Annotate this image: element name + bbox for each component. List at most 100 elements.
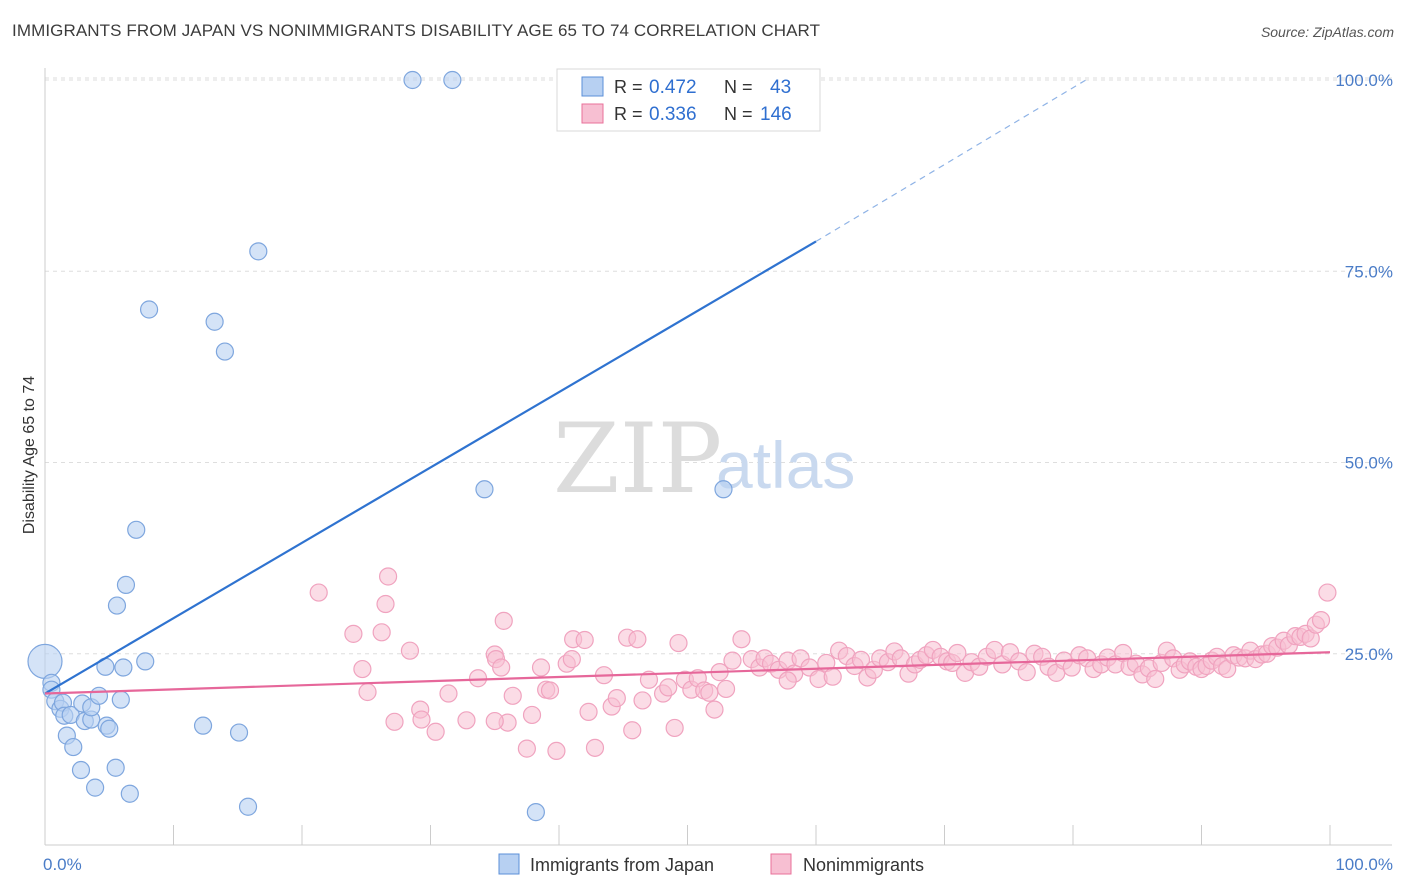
y-axis-title: Disability Age 65 to 74 (21, 376, 38, 534)
japan-point (238, 797, 258, 816)
nonimmigrants-point (1146, 669, 1165, 689)
nonimmigrants-point (585, 738, 605, 757)
bottom-legend-label-nonimmigrants: Nonimmigrants (803, 855, 924, 875)
nonimmigrants-point (823, 667, 842, 686)
japan-points (27, 70, 733, 822)
chart-title: IMMIGRANTS FROM JAPAN VS NONIMMIGRANTS D… (12, 21, 821, 40)
nonimmigrants-point (575, 630, 594, 650)
nonimmigrants-point (723, 651, 742, 670)
bottom-legend-label-japan: Immigrants from Japan (530, 855, 714, 875)
axes (44, 68, 1392, 846)
legend-swatch-nonimmigrants (581, 103, 604, 124)
bottom-legend-swatch-nonimmigrants (770, 853, 792, 875)
nonimmigrants-point (705, 700, 724, 719)
series-legend: Immigrants from Japan Nonimmigrants (498, 853, 924, 875)
legend-r-value: 0.472 (649, 77, 697, 98)
japan-point (64, 737, 83, 757)
nonimmigrants-point (426, 722, 445, 741)
japan-trend-extension (815, 79, 1087, 242)
japan-point (403, 70, 422, 90)
japan-point (86, 778, 105, 797)
y-tick-label: 50.0% (1345, 454, 1393, 473)
legend-r-value: 0.336 (649, 104, 697, 125)
correlation-legend: R = 0.472 N = 43 R = 0.336 N = 146 (556, 68, 821, 132)
nonimmigrants-point (778, 671, 797, 690)
y-tick-label: 75.0% (1345, 262, 1393, 281)
legend-n-label: N = (724, 77, 753, 97)
legend-n-value: 43 (770, 77, 791, 98)
nonimmigrants-point (1318, 583, 1337, 602)
watermark: ZIP atlas (553, 403, 855, 515)
japan-point (107, 596, 127, 615)
legend-n-value: 146 (760, 104, 792, 125)
x-tick-label: 100.0% (1335, 855, 1393, 874)
nonimmigrants-point (385, 712, 404, 731)
nonimmigrants-point (607, 689, 626, 708)
japan-point (136, 652, 155, 671)
nonimmigrants-point (378, 567, 398, 586)
legend-swatch-japan (581, 76, 604, 97)
nonimmigrants-point (372, 623, 391, 642)
japan-point (475, 480, 494, 499)
japan-point (127, 520, 146, 539)
nonimmigrants-point (439, 684, 458, 703)
japan-point (111, 690, 130, 709)
nonimmigrants-point (623, 721, 642, 740)
source-label: Source: ZipAtlas.com (1260, 24, 1394, 40)
y-tick-label: 100.0% (1335, 71, 1393, 90)
legend-r-label: R = (614, 104, 643, 124)
japan-point (193, 716, 213, 735)
nonimmigrants-point (358, 682, 377, 702)
nonimmigrants-point (948, 643, 967, 663)
nonimmigrants-point (309, 583, 328, 602)
nonimmigrants-point (579, 702, 598, 721)
nonimmigrants-point (1311, 610, 1331, 630)
japan-point (249, 242, 268, 261)
nonimmigrants-point (732, 630, 751, 649)
nonimmigrants-point (412, 710, 431, 729)
nonimmigrants-point (562, 650, 581, 669)
japan-point (526, 803, 545, 822)
nonimmigrants-point (376, 594, 395, 614)
watermark-zip: ZIP (553, 403, 722, 515)
japan-point (116, 575, 136, 595)
japan-point (120, 784, 139, 803)
japan-point (114, 658, 133, 677)
trend-lines (44, 79, 1331, 695)
japan-point (714, 480, 733, 499)
japan-point (106, 758, 125, 777)
japan-point (215, 342, 234, 361)
nonimmigrants-trend-line (44, 651, 1331, 695)
nonimmigrants-point (522, 705, 542, 725)
nonimmigrants-point (485, 711, 504, 731)
nonimmigrants-point (716, 679, 736, 699)
nonimmigrants-point (1017, 663, 1036, 682)
nonimmigrants-point (468, 669, 488, 688)
nonimmigrants-point (353, 659, 372, 679)
nonimmigrants-point (639, 670, 659, 689)
nonimmigrants-point (503, 686, 522, 705)
japan-point (27, 643, 63, 680)
y-tick-label: 25.0% (1345, 645, 1393, 664)
japan-point (71, 760, 91, 780)
japan-point (443, 70, 462, 90)
japan-point (139, 300, 159, 319)
bottom-legend-swatch-japan (498, 853, 520, 875)
nonimmigrants-point (669, 633, 688, 653)
grid (45, 77, 1392, 655)
watermark-atlas: atlas (716, 428, 855, 502)
japan-point (89, 686, 109, 705)
japan-point (229, 723, 249, 742)
nonimmigrants-points (309, 567, 1337, 761)
legend-r-label: R = (614, 77, 643, 97)
nonimmigrants-point (531, 658, 551, 677)
nonimmigrants-point (540, 681, 560, 700)
nonimmigrants-point (628, 630, 647, 649)
nonimmigrants-point (400, 641, 420, 660)
nonimmigrants-point (665, 718, 684, 738)
nonimmigrants-point (700, 683, 719, 702)
legend-n-label: N = (724, 104, 753, 124)
japan-trend-line (44, 240, 817, 695)
nonimmigrants-point (547, 741, 566, 761)
nonimmigrants-point (492, 658, 511, 677)
